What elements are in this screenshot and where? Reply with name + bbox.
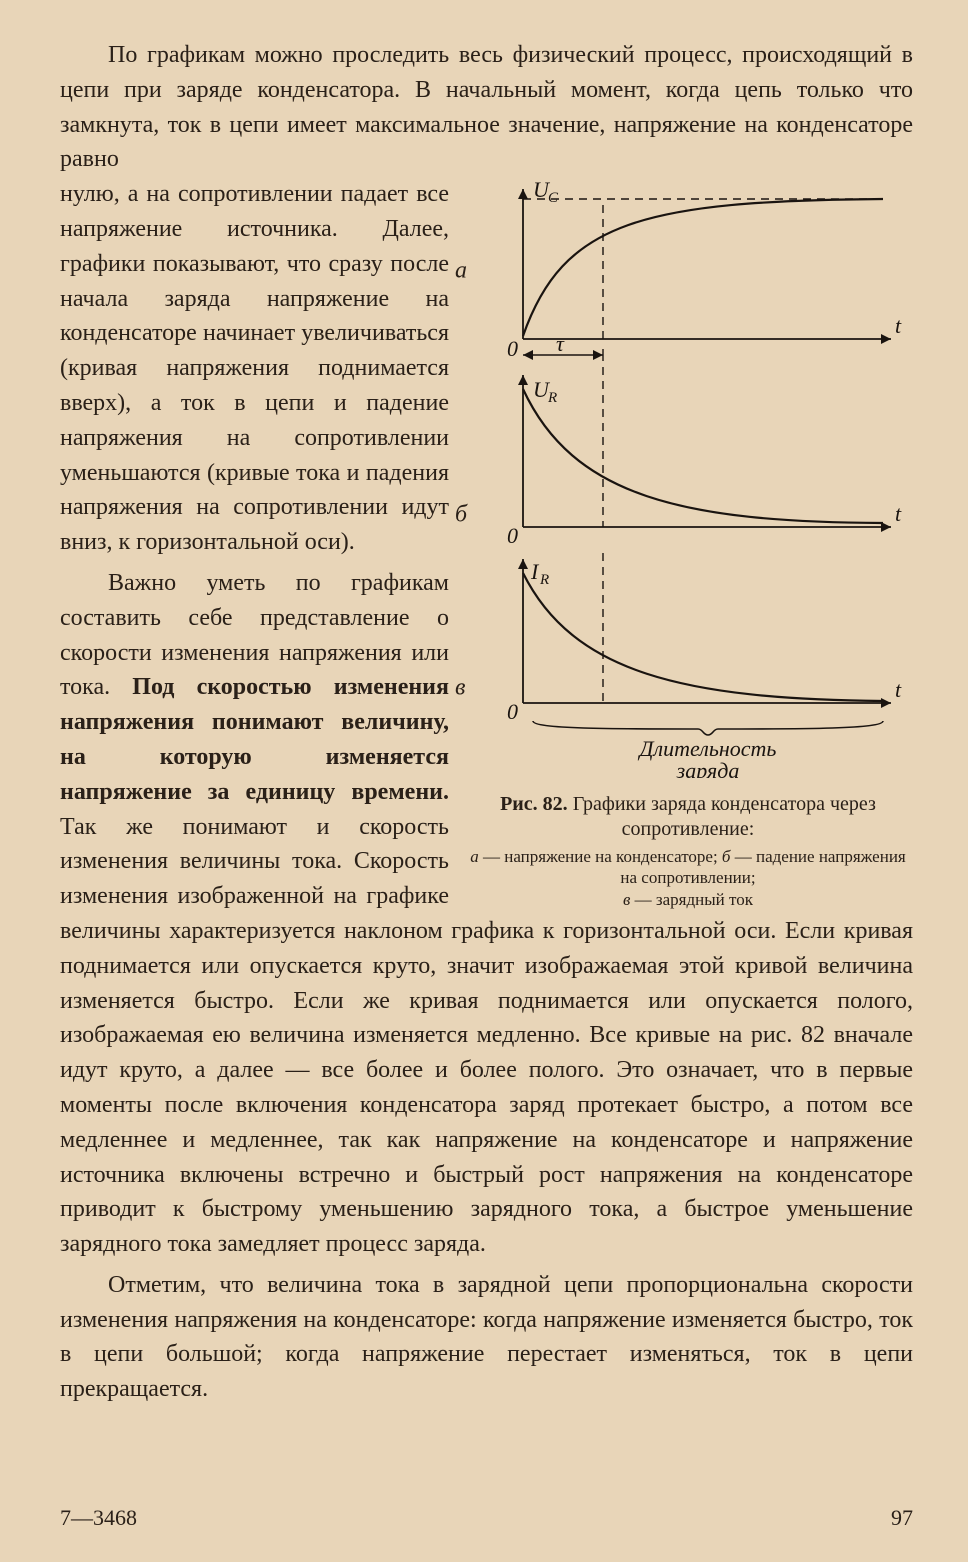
chart-b-origin: 0 (507, 523, 518, 547)
paragraph-3: Отметим, что величина тока в зарядной це… (60, 1268, 913, 1407)
svg-text:R: R (539, 572, 549, 588)
svg-text:I: I (530, 559, 540, 584)
chart-b: б U R t 0 (483, 367, 913, 547)
chart-b-left-label: б (455, 497, 467, 532)
chart-a-curve (523, 199, 883, 336)
chart-c-origin: 0 (507, 699, 518, 724)
chart-a-origin: 0 (507, 336, 518, 361)
chart-a: а U C t 0 (483, 181, 913, 361)
chart-c-curve (523, 573, 883, 701)
chart-a-left-label: а (455, 254, 467, 289)
chart-b-svg: U R t 0 (483, 367, 913, 547)
chart-b-curve (523, 389, 883, 523)
footer-sheet-signature: 7—3468 (60, 1502, 137, 1534)
svg-text:t: t (895, 501, 902, 526)
svg-text:C: C (548, 190, 559, 206)
chart-c-left-label: в (455, 671, 465, 706)
p1-wrap-text: нулю, а на сопротивлении падает все напр… (60, 181, 449, 555)
page-number: 97 (891, 1502, 913, 1534)
brace-text-2: заряда (676, 758, 740, 778)
caption-main: Графики заряда конденсатора через сопрот… (568, 793, 876, 840)
p3-text: Отметим, что величина тока в зарядной це… (60, 1272, 913, 1402)
svg-text:t: t (895, 677, 902, 702)
svg-text:t: t (895, 313, 902, 338)
chart-c: в I R t 0 Длительность заряда (483, 553, 913, 778)
chart-a-svg: U C t 0 τ (483, 181, 913, 361)
chart-c-svg: I R t 0 Длительность заряда (483, 553, 913, 778)
paragraph-1-top: По графикам можно проследить весь физиче… (60, 38, 913, 177)
p2-post: круто, значит изображаемая этой кривой в… (60, 953, 913, 1257)
figure-82: а U C t 0 (463, 181, 913, 910)
figure-caption: Рис. 82. Графики заряда конденсатора чер… (463, 792, 913, 910)
svg-text:R: R (547, 390, 557, 406)
p1-top-text: По графикам можно проследить весь физиче… (60, 42, 913, 172)
chart-a-tau: τ (556, 331, 565, 356)
caption-bold: Рис. 82. (500, 793, 568, 815)
